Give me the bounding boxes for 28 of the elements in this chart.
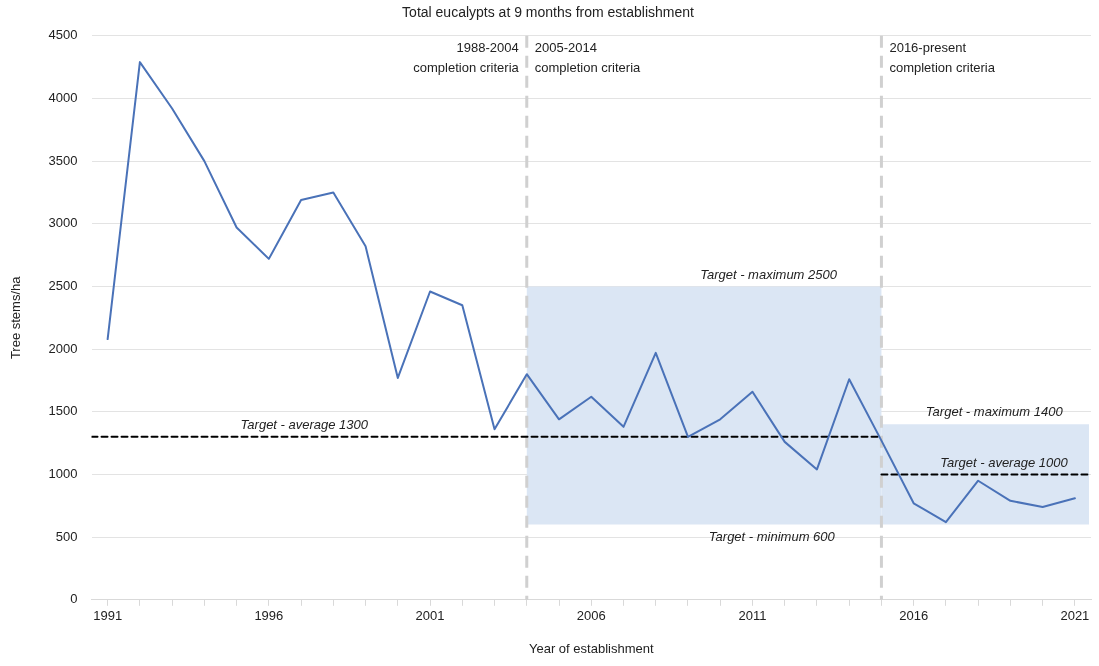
y-tick-label: 3500	[48, 152, 78, 168]
annotation: Target - average 1000	[940, 454, 1069, 470]
x-tick-label: 1996	[254, 608, 284, 624]
y-tick-label: 1000	[48, 466, 78, 482]
annotation: Target - maximum 2500	[700, 266, 838, 282]
annotation: Target - maximum 1400	[925, 404, 1064, 420]
x-tick-label: 2006	[576, 608, 606, 624]
x-tick-label: 2001	[415, 608, 445, 624]
annotation: Target - minimum 600	[708, 528, 836, 544]
y-tick-label: 4000	[48, 90, 78, 106]
x-tick-label: 2021	[1060, 608, 1090, 624]
y-tick-label: 1500	[48, 403, 78, 419]
y-tick-label: 3000	[48, 215, 78, 231]
annotation: Target - average 1300	[240, 416, 369, 432]
x-tick-label: 1991	[93, 608, 123, 624]
annotation: 2005-2014 completion criteria	[534, 39, 642, 75]
annotation: 2016-present completion criteria	[889, 39, 996, 75]
y-tick-label: 0	[70, 591, 78, 607]
y-tick-label: 4500	[48, 27, 78, 43]
y-axis-title: Tree stems/ha	[8, 275, 24, 360]
x-tick-label: 2016	[899, 608, 929, 624]
x-axis-title: Year of establishment	[528, 640, 654, 656]
chart-title: Total eucalypts at 9 months from establishment	[402, 4, 695, 21]
x-tick-label: 2011	[738, 608, 767, 624]
annotation: 1988-2004 completion criteria	[413, 39, 520, 75]
y-tick-label: 2000	[48, 340, 78, 356]
y-tick-label: 2500	[48, 278, 78, 294]
y-tick-label: 500	[55, 528, 78, 544]
